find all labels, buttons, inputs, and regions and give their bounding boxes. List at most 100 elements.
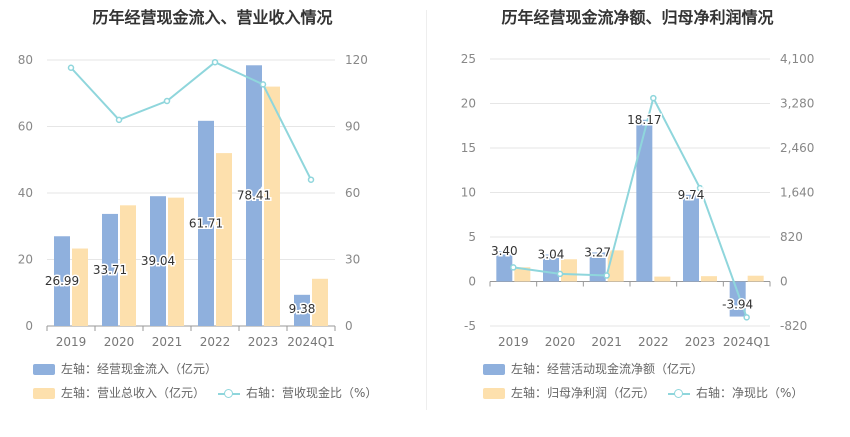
bar xyxy=(543,254,559,282)
right-axis-tick-label: 3,280 xyxy=(780,97,814,111)
right-axis-tick-label: 0 xyxy=(345,319,353,333)
legend-item-inflow[interactable]: 左轴：经营现金流入（亿元） xyxy=(33,360,217,377)
ratio-point xyxy=(556,270,564,278)
bar xyxy=(729,281,746,317)
right-axis-tick-label: -820 xyxy=(780,319,807,333)
chart-panel-cash-inflow: 历年经营现金流入、营业收入情况 0 20 40 60 80 0 30 60 90 120 2019 2… xyxy=(18,8,378,401)
legend-item-netprofit[interactable]: 左轴：归母净利润（亿元） xyxy=(483,384,655,401)
data-label: 78.41 xyxy=(237,189,271,203)
legend-swatch-netprofit xyxy=(483,388,505,399)
chart-panel-net-cash: 历年经营现金流净额、归母净利润情况 -5 0 5 10 15 20 25 -820 0 820 1,… xyxy=(425,0,850,437)
x-axis-tick-label: 2022 xyxy=(638,335,669,349)
bar xyxy=(54,236,70,326)
data-label: 39.04 xyxy=(141,254,175,268)
x-axis-tick-label: 2023 xyxy=(685,335,716,349)
left-axis-tick-label: 15 xyxy=(461,141,476,155)
legend-label: 左轴：经营现金流入（亿元） xyxy=(61,362,218,376)
bar xyxy=(264,86,280,326)
left-axis-tick-label: 10 xyxy=(461,186,476,200)
ratio-point xyxy=(307,176,315,183)
ratio-line xyxy=(513,95,748,318)
bar xyxy=(636,119,653,282)
bar xyxy=(102,213,118,326)
ratio-point xyxy=(115,116,123,124)
ratio-point xyxy=(696,184,704,192)
left-axis-tick-label: 20 xyxy=(18,253,33,267)
left-axis-tick-label: 60 xyxy=(18,120,33,134)
chart-plot: -5 0 5 10 15 20 25 -820 0 820 1,640 2,460 3,280 4,100… xyxy=(461,52,815,349)
right-axis-tick-label: 0 xyxy=(780,275,788,289)
left-axis-tick-label: -5 xyxy=(464,319,476,333)
legend-label: 右轴：净现比（%） xyxy=(696,386,804,400)
left-axis-tick-label: 0 xyxy=(25,319,33,333)
chart-title: 历年经营现金流入、营业收入情况 xyxy=(92,8,333,27)
bar xyxy=(72,248,88,326)
ratio-point xyxy=(163,97,171,105)
x-axis-tick-label: 2021 xyxy=(591,335,622,349)
data-label: -3.94 xyxy=(722,298,753,312)
right-axis-tick-label: 4,100 xyxy=(780,52,814,66)
left-axis-tick-label: 25 xyxy=(461,52,476,66)
ratio-point xyxy=(743,314,750,321)
legend-item-ncratio[interactable]: 右轴：净现比（%） xyxy=(668,384,803,401)
data-label: 33.71 xyxy=(93,263,127,277)
data-label: 26.99 xyxy=(45,274,79,288)
bar xyxy=(747,275,764,282)
data-label: 9.38 xyxy=(289,302,316,316)
bar xyxy=(701,276,717,282)
data-label: 3.27 xyxy=(584,245,611,259)
x-axis-tick-label: 2023 xyxy=(248,335,279,349)
x-axis-tick-label: 2019 xyxy=(56,335,87,349)
ratio-point xyxy=(650,94,657,102)
chart-plot: 0 20 40 60 80 0 30 60 90 120 2019 2020 2021 2022 2023 2… xyxy=(18,53,368,349)
legend-label: 左轴：经营活动现金流净额（亿元） xyxy=(511,362,704,376)
legend-swatch-ncratio xyxy=(668,388,690,399)
x-axis-tick-label: 2020 xyxy=(545,335,576,349)
legend-item-ratio[interactable]: 右轴：营收现金比（%） xyxy=(218,384,377,401)
data-label: 9.74 xyxy=(678,188,705,202)
ratio-point xyxy=(211,58,219,66)
bar xyxy=(294,294,310,326)
legend-swatch-ratio xyxy=(218,388,240,399)
left-axis-tick-label: 0 xyxy=(468,275,476,289)
legend-swatch-inflow xyxy=(33,364,55,375)
right-axis-tick-label: 2,460 xyxy=(780,141,814,155)
right-axis-tick-label: 60 xyxy=(345,186,360,200)
bar xyxy=(312,278,328,326)
data-label: 3.40 xyxy=(491,244,518,258)
right-axis-tick-label: 30 xyxy=(345,253,360,267)
ratio-point xyxy=(259,81,267,88)
left-axis-tick-label: 20 xyxy=(461,97,476,111)
bar xyxy=(496,251,513,282)
right-axis-tick-label: 120 xyxy=(345,53,368,67)
ratio-point xyxy=(510,264,517,271)
x-axis-tick-label: 2020 xyxy=(104,335,135,349)
data-label: 18.17 xyxy=(627,113,661,127)
x-axis-tick-label: 2024Q1 xyxy=(723,335,771,349)
bar xyxy=(198,120,214,327)
bar xyxy=(514,267,531,282)
legend-label: 左轴：营业总收入（亿元） xyxy=(61,386,206,400)
bar xyxy=(150,196,166,326)
data-label: 3.04 xyxy=(538,247,565,261)
legend-item-netcash[interactable]: 左轴：经营活动现金流净额（亿元） xyxy=(483,360,703,377)
chart-title: 历年经营现金流净额、归母净利润情况 xyxy=(501,8,774,27)
legend-swatch-netcash xyxy=(483,364,505,375)
ratio-point xyxy=(67,64,75,72)
panel-divider xyxy=(426,10,427,410)
legend-swatch-revenue xyxy=(33,388,55,399)
right-axis-tick-label: 90 xyxy=(345,120,360,134)
bar xyxy=(246,65,262,327)
bar xyxy=(654,276,671,282)
x-axis-tick-label: 2022 xyxy=(200,335,231,349)
right-axis-tick-label: 1,640 xyxy=(780,186,814,200)
bar xyxy=(168,197,184,326)
legend-item-revenue[interactable]: 左轴：营业总收入（亿元） xyxy=(33,384,205,401)
bar xyxy=(216,153,232,326)
x-axis-tick-label: 2021 xyxy=(152,335,183,349)
legend-label: 右轴：营收现金比（%） xyxy=(246,386,378,400)
bar xyxy=(683,194,699,282)
bar xyxy=(561,259,577,282)
legend-label: 左轴：归母净利润（亿元） xyxy=(511,386,656,400)
ratio-point xyxy=(603,272,610,279)
